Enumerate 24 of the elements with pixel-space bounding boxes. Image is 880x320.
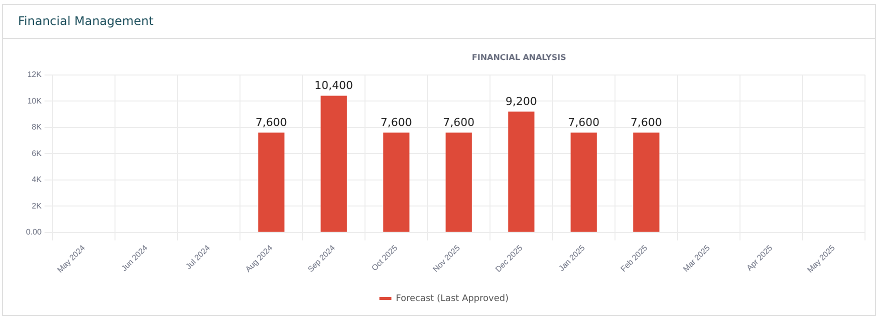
bar [446, 132, 472, 232]
bar [508, 112, 534, 232]
y-tick-label: 0.00 [26, 228, 42, 237]
data-label: 7,600 [568, 116, 600, 129]
bar [570, 132, 597, 232]
y-tick-label: 6K [32, 148, 42, 158]
y-tick-label: 10K [27, 96, 42, 106]
y-tick-label: 8K [32, 122, 42, 132]
chart-subtitle: FINANCIAL ANALYSIS [470, 53, 568, 62]
legend-label: Forecast (Last Approved) [396, 294, 509, 304]
data-label: 9,200 [506, 94, 538, 108]
data-label: 7,600 [630, 116, 662, 129]
bar [633, 132, 660, 232]
y-tick-label: 4K [32, 175, 42, 184]
data-label: 7,600 [443, 116, 475, 129]
bar [320, 96, 347, 232]
chart-title: Financial Management [3, 5, 875, 39]
data-label: 7,600 [380, 116, 412, 129]
y-tick-label: 2K [32, 201, 42, 210]
data-label: 7,600 [256, 116, 288, 129]
bar [383, 132, 410, 232]
data-label: 10,400 [314, 79, 354, 92]
y-tick-label: 12K [27, 70, 42, 80]
bar [258, 132, 284, 232]
